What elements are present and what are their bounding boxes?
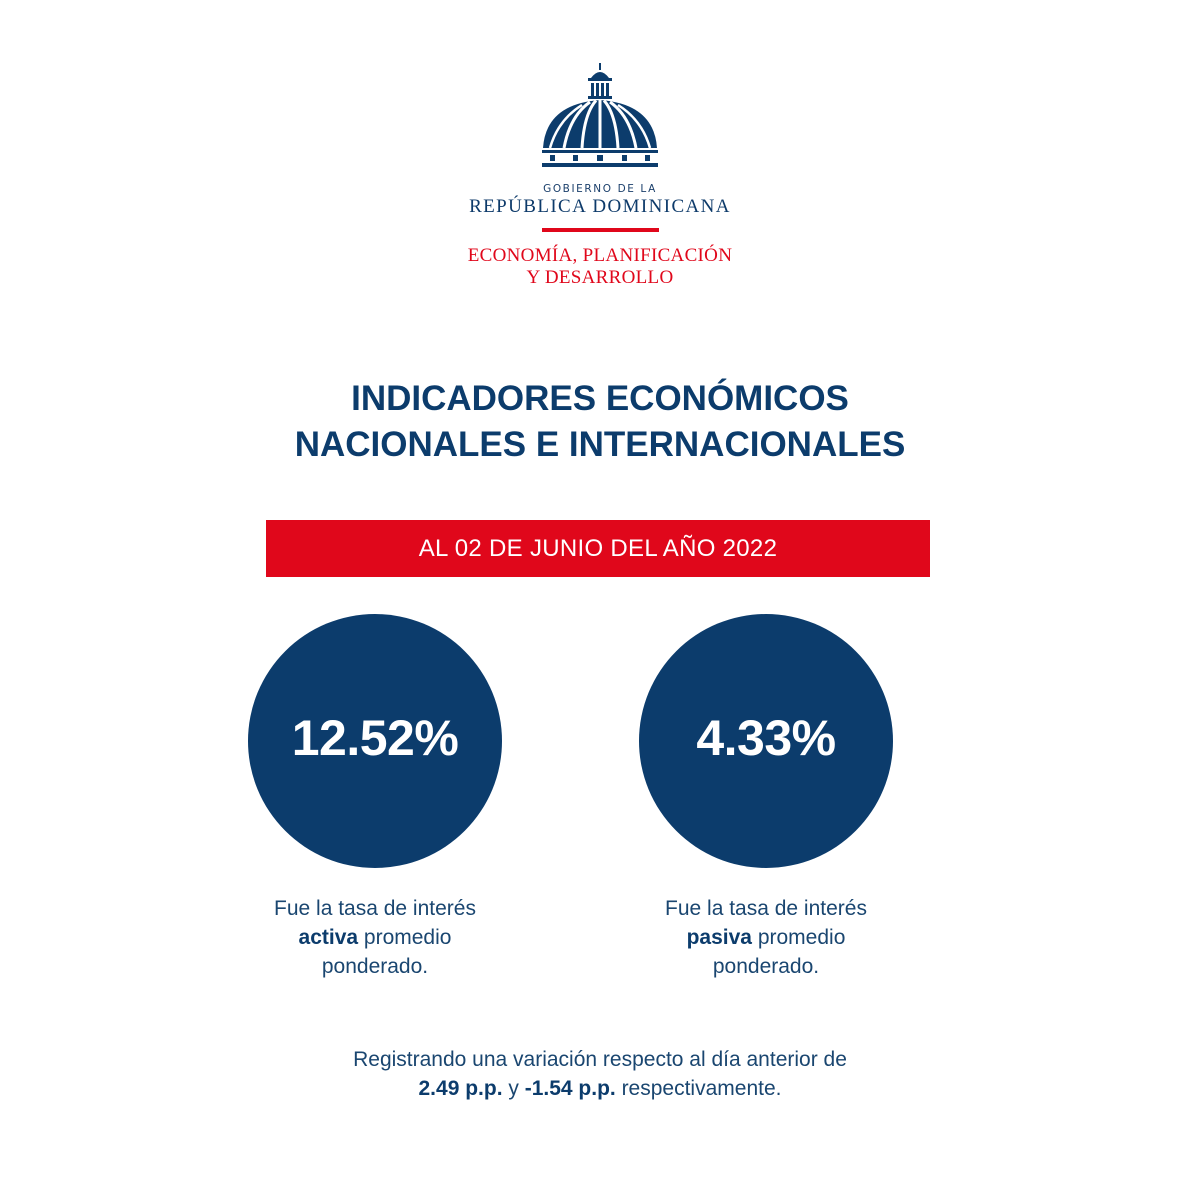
dome-emblem-icon xyxy=(542,63,658,167)
passive-variation: -1.54 p.p. xyxy=(524,1077,616,1100)
desc-text: Fue la tasa de interés xyxy=(665,897,867,920)
passive-rate-description: Fue la tasa de interés pasiva promedio p… xyxy=(606,894,926,981)
date-banner-text: AL 02 DE JUNIO DEL AÑO 2022 xyxy=(418,534,778,562)
variation-tail: respectivamente. xyxy=(615,1077,782,1100)
desc-text: ponderado. xyxy=(712,955,820,978)
indicator-circle-active-rate: 12.52% xyxy=(248,614,502,868)
desc-emphasis: pasiva xyxy=(686,926,752,949)
desc-text: Fue la tasa de interés xyxy=(274,897,476,920)
desc-emphasis: activa xyxy=(298,926,359,949)
desc-text: promedio xyxy=(358,926,452,949)
active-variation: 2.49 p.p. xyxy=(418,1077,503,1100)
indicator-circle-passive-rate: 4.33% xyxy=(639,614,893,868)
ministry-line-1: ECONOMÍA, PLANIFICACIÓN xyxy=(467,245,733,266)
desc-text: ponderado. xyxy=(321,955,429,978)
variation-note: Registrando una variación respecto al dí… xyxy=(0,1045,1200,1103)
title-line-1: INDICADORES ECONÓMICOS xyxy=(351,379,849,418)
date-banner: AL 02 DE JUNIO DEL AÑO 2022 xyxy=(266,520,930,577)
variation-connector: y xyxy=(502,1077,525,1100)
logo-divider xyxy=(542,228,659,232)
page-title: INDICADORES ECONÓMICOS NACIONALES E INTE… xyxy=(0,376,1200,468)
passive-rate-value: 4.33% xyxy=(696,710,836,766)
ministry-line-2: Y DESARROLLO xyxy=(526,267,674,288)
active-rate-value: 12.52% xyxy=(291,710,459,766)
desc-text: promedio xyxy=(752,926,846,949)
active-rate-description: Fue la tasa de interés activa promedio p… xyxy=(215,894,535,981)
title-line-2: NACIONALES E INTERNACIONALES xyxy=(294,425,906,464)
logo-ministry-name: ECONOMÍA, PLANIFICACIÓN Y DESARROLLO xyxy=(0,245,1200,289)
logo-country-label: REPÚBLICA DOMINICANA xyxy=(469,196,731,217)
logo-gov-label: GOBIERNO DE LA xyxy=(543,183,657,195)
variation-intro: Registrando una variación respecto al dí… xyxy=(353,1048,847,1071)
